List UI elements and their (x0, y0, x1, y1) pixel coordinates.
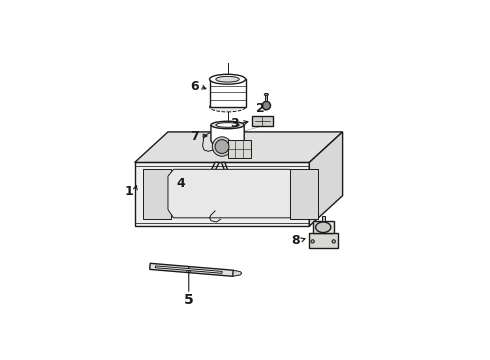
Text: 8: 8 (291, 234, 300, 247)
Ellipse shape (316, 222, 331, 233)
Circle shape (262, 102, 270, 110)
PathPatch shape (211, 125, 244, 144)
Bar (265, 94, 268, 102)
Ellipse shape (216, 76, 239, 82)
Bar (313, 221, 334, 233)
Bar (227, 140, 251, 158)
Polygon shape (233, 270, 242, 276)
Bar (252, 116, 272, 126)
Polygon shape (143, 169, 171, 219)
Text: 5: 5 (184, 293, 194, 307)
Polygon shape (135, 162, 309, 226)
Polygon shape (309, 132, 343, 226)
Circle shape (212, 137, 232, 156)
Bar (210, 79, 245, 107)
Circle shape (332, 240, 335, 243)
Polygon shape (155, 266, 222, 273)
Text: 6: 6 (190, 80, 198, 93)
Text: 7: 7 (190, 130, 198, 143)
Text: 2: 2 (256, 102, 265, 115)
Polygon shape (135, 132, 343, 162)
Ellipse shape (210, 102, 245, 112)
Circle shape (311, 240, 314, 243)
Text: 3: 3 (230, 117, 239, 130)
Bar (321, 216, 325, 221)
PathPatch shape (205, 162, 235, 211)
Ellipse shape (211, 121, 244, 129)
Ellipse shape (264, 93, 269, 96)
Polygon shape (168, 169, 295, 218)
Ellipse shape (210, 74, 245, 84)
Polygon shape (290, 169, 318, 219)
Bar (309, 233, 338, 248)
Text: 1: 1 (125, 185, 134, 198)
Text: 4: 4 (176, 177, 185, 190)
Ellipse shape (216, 123, 239, 127)
Polygon shape (149, 263, 233, 276)
Circle shape (215, 140, 229, 153)
